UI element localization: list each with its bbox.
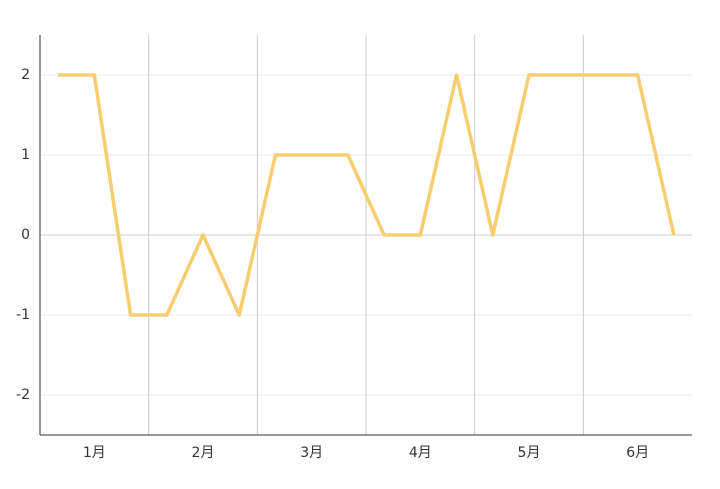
data-line [58,73,676,317]
y-tick-label: -2 [16,387,30,403]
y-tick-label: -1 [16,307,30,323]
x-tick-label: 2月 [192,445,215,461]
y-tick-label: 0 [21,227,30,243]
x-tick-label: 4月 [409,445,432,461]
x-tick-label: 5月 [518,445,541,461]
y-tick-label: 2 [21,67,30,83]
x-tick-label: 6月 [626,445,649,461]
x-tick-label: 3月 [300,445,323,461]
y-tick-label: 1 [21,147,30,163]
x-tick-label: 1月 [83,445,106,461]
